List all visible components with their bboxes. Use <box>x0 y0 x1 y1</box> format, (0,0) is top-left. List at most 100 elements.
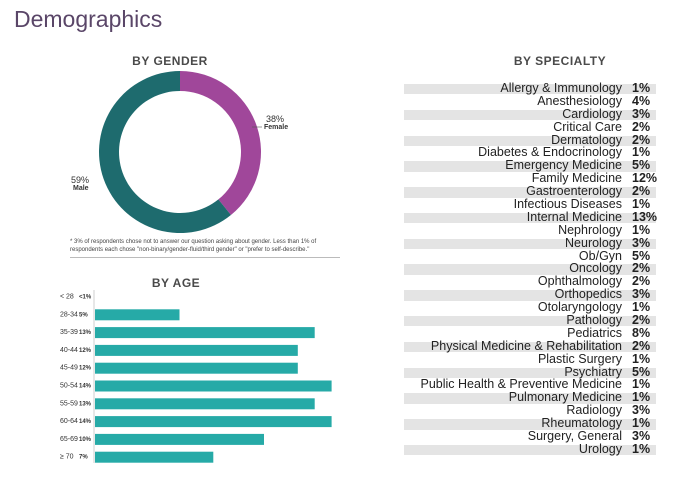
donut-value-male: 59% <box>71 175 90 185</box>
specialty-row: Physical Medicine & Rehabilitation 2% <box>404 338 656 354</box>
donut-slice-male <box>99 71 231 234</box>
specialty-row-shading <box>404 419 656 430</box>
specialty-name: Pediatrics <box>567 325 622 340</box>
donut-label-female: Female <box>264 124 289 131</box>
specialty-name: Psychiatry <box>564 364 622 379</box>
specialty-name: Dermatology <box>551 132 622 147</box>
specialty-value: 8% <box>632 325 651 340</box>
age-category-label: 45-49 <box>60 365 78 372</box>
gender-heading: BY GENDER <box>132 54 208 68</box>
specialty-name: Emergency Medicine <box>505 158 622 173</box>
age-bar <box>95 309 180 321</box>
age-bar <box>95 327 315 339</box>
specialty-value: 3% <box>632 235 651 250</box>
specialty-value: 2% <box>632 261 651 276</box>
age-category-label: 40-44 <box>60 347 78 354</box>
specialty-name: Allergy & Immunology <box>500 81 622 95</box>
specialty-heading: BY SPECIALTY <box>513 54 607 68</box>
specialty-row: Dermatology 2% <box>404 132 656 148</box>
specialty-row: Psychiatry 5% <box>404 364 656 380</box>
specialty-name: Orthopedics <box>554 287 622 302</box>
specialty-name: Radiology <box>566 403 622 418</box>
specialty-name: Infectious Diseases <box>513 197 622 212</box>
specialty-value: 2% <box>632 132 651 147</box>
specialty-name: Internal Medicine <box>526 209 622 224</box>
specialty-name: Urology <box>578 441 622 456</box>
specialty-value: 2% <box>632 313 651 328</box>
specialty-value: 3% <box>632 429 651 444</box>
specialty-row: Oncology 2% <box>404 261 656 276</box>
specialty-name: Rheumatology <box>541 416 622 431</box>
specialty-row: Plastic Surgery 1% <box>404 351 656 367</box>
donut-slice-female <box>180 71 261 215</box>
age-category-label: 35-39 <box>60 329 78 336</box>
specialty-value: 5% <box>632 364 651 379</box>
specialty-value: 1% <box>632 81 651 95</box>
specialty-name: Family Medicine <box>531 171 622 186</box>
age-value-label: 13% <box>79 401 92 407</box>
specialty-row: Infectious Diseases 1% <box>404 197 656 212</box>
specialty-value: 13% <box>632 209 658 224</box>
specialty-name: Otolaryngology <box>537 300 622 315</box>
specialty-row: Pediatrics 8% <box>404 325 656 341</box>
specialty-row: Orthopedics 3% <box>404 287 656 302</box>
specialty-value: 1% <box>632 441 651 456</box>
specialty-row: Cardiology 3% <box>404 106 656 122</box>
specialty-row: Nephrology 1% <box>404 222 656 238</box>
age-bar <box>95 416 332 428</box>
specialty-row: Anesthesiology 4% <box>404 94 656 109</box>
specialty-row: Emergency Medicine 5% <box>404 158 656 173</box>
specialty-value: 2% <box>632 338 651 353</box>
specialty-row-shading <box>404 84 656 95</box>
specialty-value: 1% <box>632 222 651 237</box>
specialty-name: Oncology <box>569 261 622 276</box>
specialty-name: Public Health & Preventive Medicine <box>420 377 623 392</box>
age-heading: BY AGE <box>151 276 201 290</box>
specialty-row: Ophthalmology 2% <box>404 274 656 289</box>
specialty-row: Rheumatology 1% <box>404 416 656 431</box>
specialty-row-shading <box>404 238 656 250</box>
age-bar <box>95 362 298 374</box>
specialty-row: Gastroenterology 2% <box>404 184 656 199</box>
specialty-name: Physical Medicine & Rehabilitation <box>430 338 622 353</box>
specialty-name: Ophthalmology <box>537 274 622 289</box>
specialty-row: Internal Medicine 13% <box>404 209 658 225</box>
age-value-label: 10% <box>79 437 92 443</box>
specialty-row-shading <box>404 290 656 301</box>
specialty-row-shading <box>404 109 656 121</box>
age-category-label: 60-64 <box>60 418 78 425</box>
specialty-name: Nephrology <box>558 222 622 237</box>
age-bar-chart: < 28 <1%28-34 5%35-39 13%40-44 12%45-49 12%50… <box>60 290 332 463</box>
age-category-label: 50-54 <box>60 383 78 390</box>
specialty-value: 3% <box>632 287 651 302</box>
age-bar <box>95 451 214 463</box>
specialty-value: 1% <box>632 416 651 431</box>
specialty-value: 1% <box>632 390 651 405</box>
donut-label-male: Male <box>73 185 89 192</box>
age-value-label: 5% <box>79 312 88 318</box>
specialty-row: Surgery, General 3% <box>404 429 656 444</box>
specialty-row-shading <box>404 316 656 327</box>
specialty-value: 1% <box>632 351 651 366</box>
specialty-value: 1% <box>632 300 651 315</box>
age-value-label: 12% <box>79 348 92 354</box>
specialty-list: Allergy & Immunology 1% Anesthesiology 4% Ca… <box>404 81 658 457</box>
specialty-row-shading <box>404 212 656 224</box>
gender-donut-chart <box>99 71 262 234</box>
specialty-name: Pathology <box>566 313 622 328</box>
specialty-name: Neurology <box>565 235 622 250</box>
specialty-row-shading <box>404 161 656 172</box>
age-value-label: 14% <box>79 384 92 390</box>
specialty-value: 5% <box>632 248 651 263</box>
specialty-name: Critical Care <box>553 119 622 134</box>
specialty-value: 3% <box>632 403 651 418</box>
specialty-value: 12% <box>632 171 658 186</box>
age-category-label: < 28 <box>60 294 74 301</box>
specialty-row-shading <box>404 367 656 378</box>
specialty-name: Diabetes & Endocrinology <box>478 145 622 160</box>
specialty-name: Cardiology <box>562 106 622 121</box>
specialty-value: 3% <box>632 106 651 121</box>
age-category-label: ≥ 70 <box>60 454 74 461</box>
age-bar <box>95 398 315 410</box>
page-title: Demographics <box>14 6 163 32</box>
